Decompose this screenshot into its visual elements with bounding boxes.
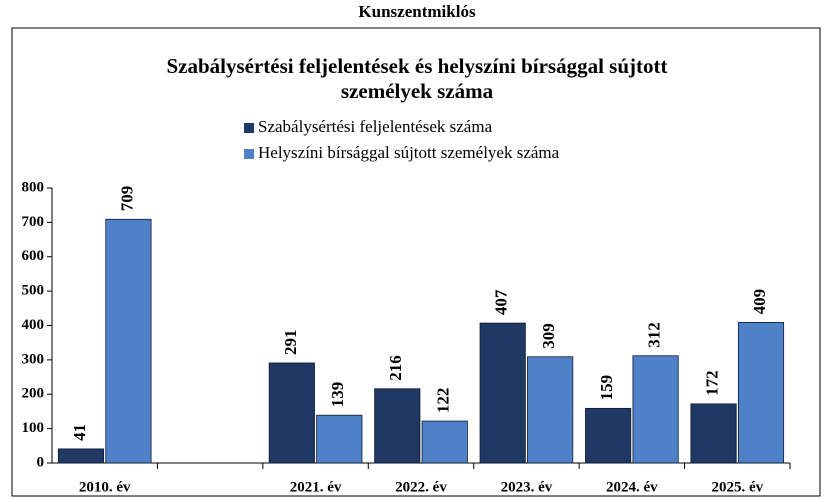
- x-tick-label: 2023. év: [501, 479, 553, 495]
- legend-swatch: [244, 149, 254, 159]
- chart-border: [11, 27, 821, 497]
- value-label: 139: [328, 382, 347, 408]
- x-tick-label: 2022. év: [395, 479, 447, 495]
- y-tick-label: 500: [22, 283, 45, 299]
- y-tick-label: 600: [22, 248, 45, 264]
- value-label: 41: [70, 424, 89, 441]
- bar: [374, 388, 421, 464]
- y-tick-label: 0: [37, 454, 45, 470]
- x-tick-label: 2021. év: [290, 479, 342, 495]
- y-tick-label: 800: [22, 179, 45, 195]
- value-label: 122: [434, 388, 453, 414]
- bar: [632, 355, 679, 464]
- legend-label: Helyszíni bírsággal sújtott személyek sz…: [258, 143, 560, 162]
- bar: [527, 356, 574, 464]
- value-label: 309: [539, 323, 558, 349]
- bar: [105, 218, 152, 464]
- chart-title: Szabálysértési feljelentések és helyszín…: [166, 54, 668, 103]
- y-tick-label: 100: [22, 420, 45, 436]
- x-tick-label: 2024. év: [606, 479, 658, 495]
- value-label: 709: [117, 186, 136, 212]
- y-tick-label: 700: [22, 214, 45, 230]
- value-label: 407: [492, 289, 511, 315]
- bar: [690, 403, 737, 464]
- value-label: 172: [702, 370, 721, 396]
- y-tick-label: 400: [22, 317, 45, 333]
- legend-label: Szabálysértési feljelentések száma: [258, 117, 493, 136]
- bar: [316, 414, 363, 464]
- x-tick-label: 2010. év: [79, 479, 131, 495]
- bar: [268, 362, 315, 464]
- value-label: 312: [644, 322, 663, 348]
- value-label: 159: [597, 375, 616, 401]
- suptitle: Kunszentmiklós: [358, 2, 476, 21]
- y-tick-label: 300: [22, 351, 45, 367]
- value-label: 409: [750, 289, 769, 315]
- bar: [421, 420, 468, 464]
- value-label: 216: [386, 355, 405, 381]
- bar: [479, 322, 526, 464]
- y-tick-label: 200: [22, 386, 45, 402]
- legend-swatch: [244, 123, 254, 133]
- value-label: 291: [281, 329, 300, 355]
- bar: [737, 322, 785, 464]
- x-tick-label: 2025. év: [711, 479, 763, 495]
- bar: [585, 407, 632, 464]
- bar: [57, 448, 105, 464]
